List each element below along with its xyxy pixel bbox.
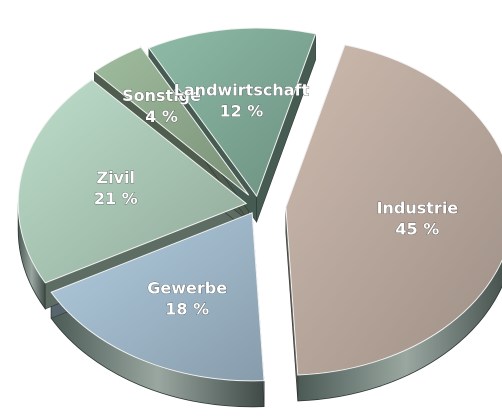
- slice-gewerbe: [50, 212, 265, 382]
- slice-label-gewerbe: Gewerbe: [147, 279, 227, 298]
- slice-landwirtschaft: [148, 27, 317, 198]
- slice-zivil: [17, 79, 248, 284]
- slice-industrie: [285, 44, 502, 376]
- slice-value-sonstige: 4 %: [145, 107, 178, 126]
- slice-label-sonstige: Sonstige: [122, 86, 201, 105]
- slice-label-zivil: Zivil: [97, 168, 135, 187]
- slice-value-zivil: 21 %: [94, 189, 138, 208]
- pie-labels: Industrie 45 % Gewerbe 18 % Zivil 21 % Sonstig…: [94, 80, 459, 319]
- slice-value-industrie: 45 %: [395, 219, 439, 238]
- slice-value-landwirtschaft: 12 %: [219, 101, 263, 120]
- slice-label-industrie: Industrie: [377, 198, 459, 217]
- pie-slices: [17, 27, 502, 382]
- slice-value-gewerbe: 18 %: [165, 300, 209, 319]
- slice-sonstige: [93, 46, 250, 196]
- slice-label-landwirtschaft: Landwirtschaft: [174, 80, 310, 99]
